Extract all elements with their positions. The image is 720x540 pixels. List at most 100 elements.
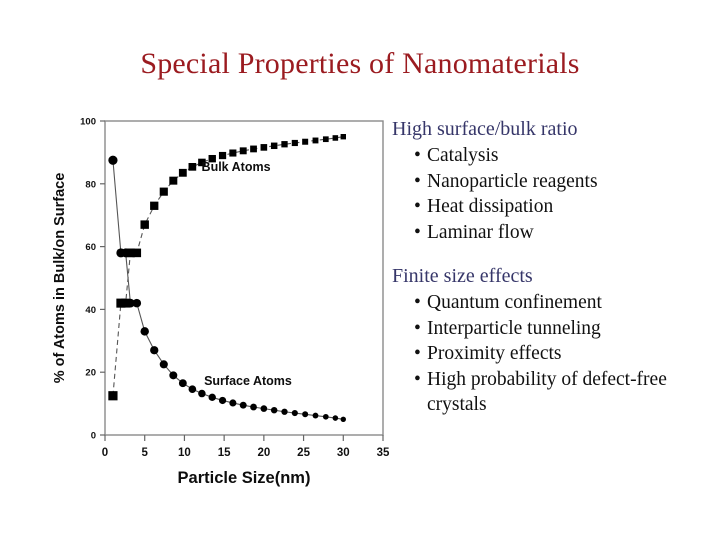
data-point [281, 141, 288, 148]
list-item: • Heat dissipation [414, 194, 710, 220]
data-point [178, 168, 187, 177]
section-heading-finite-size: Finite size effects [392, 265, 533, 287]
list-item-label: Interparticle tunneling [427, 317, 601, 339]
data-point [159, 187, 168, 196]
data-point [108, 391, 118, 401]
list-item: • Quantum confinement [414, 290, 710, 316]
y-axis-tick-label: 40 [85, 305, 96, 316]
bullet-glyph-icon: • [414, 196, 421, 217]
data-point [312, 412, 319, 419]
x-axis-tick-label: 20 [257, 447, 270, 459]
data-point [116, 298, 126, 308]
x-axis-tick-label: 15 [218, 447, 231, 459]
list-item-label: High probability of defect-free crystals [427, 368, 667, 416]
data-point [250, 403, 257, 411]
data-point [229, 149, 237, 157]
data-point [322, 413, 329, 420]
y-axis-tick-label: 60 [85, 242, 96, 253]
data-point [208, 393, 216, 402]
list-item-label: Catalysis [427, 145, 499, 166]
y-axis-tick-label: 20 [85, 368, 96, 379]
section-heading-surface-bulk: High surface/bulk ratio [392, 118, 578, 140]
x-axis-tick-label: 35 [377, 447, 390, 459]
data-point [291, 409, 298, 417]
list-item: • Catalysis [414, 143, 710, 169]
data-point [239, 147, 247, 155]
data-point [340, 416, 346, 422]
list-item: • High probability of defect-free crysta… [414, 367, 710, 418]
chart-figure: 0 20 40 60 80 100 0 5 10 15 20 25 30 35 Bulk Atoms Surf… [38, 104, 398, 496]
series-annotation: Surface Atoms [204, 374, 292, 388]
data-point [332, 135, 339, 141]
page-title: Special Properties of Nanomaterials [140, 47, 580, 80]
bullet-list-surface-bulk: • Catalysis • Nanoparticle reagents • He… [392, 143, 710, 245]
bullet-glyph-icon: • [414, 317, 421, 339]
bullet-glyph-icon: • [414, 221, 421, 243]
list-item-label: Nanoparticle reagents [427, 170, 598, 192]
particle-size-chart: 0 20 40 60 80 100 0 5 10 15 20 25 30 35 Bulk Atoms Surf… [52, 117, 390, 488]
list-item-label: Proximity effects [427, 343, 562, 364]
data-point [140, 327, 149, 336]
data-point [132, 248, 142, 258]
x-axis-tick-label: 30 [337, 447, 350, 459]
y-axis-title: % of Atoms in Bulk/on Surface [52, 173, 68, 384]
data-point [218, 151, 227, 160]
x-axis-tick-label: 10 [178, 447, 191, 459]
data-point [332, 415, 339, 421]
data-point [188, 163, 197, 171]
data-point [198, 158, 206, 167]
list-item: • Interparticle tunneling [414, 316, 710, 342]
x-axis-tick-label: 0 [102, 447, 108, 459]
bullet-glyph-icon: • [414, 368, 421, 390]
data-point [150, 201, 159, 210]
data-point [188, 385, 197, 393]
data-point [270, 142, 278, 150]
list-item: • Nanoparticle reagents [414, 169, 710, 195]
list-item-label: Heat dissipation [427, 196, 554, 217]
data-point [159, 360, 168, 369]
x-axis-tick-label: 25 [297, 447, 310, 459]
series-line-bulk-atoms [112, 136, 344, 396]
data-point [302, 411, 309, 418]
data-point [312, 137, 319, 144]
data-point [132, 298, 142, 308]
data-point [250, 145, 257, 153]
data-point [340, 134, 346, 140]
data-point [218, 396, 227, 405]
data-point [150, 346, 159, 355]
data-point [208, 154, 216, 163]
bullet-glyph-icon: • [414, 145, 421, 166]
series-annotation: Bulk Atoms [202, 160, 271, 174]
data-point [281, 408, 288, 415]
data-point [169, 176, 178, 185]
list-item-label: Quantum confinement [427, 292, 602, 313]
data-point [178, 379, 187, 388]
bullet-glyph-icon: • [414, 343, 421, 364]
data-point [260, 405, 268, 412]
data-point [239, 401, 247, 409]
data-point [291, 139, 298, 147]
data-point [108, 155, 118, 165]
data-point [260, 144, 268, 151]
list-item-label: Laminar flow [427, 221, 534, 243]
data-point [169, 371, 178, 380]
y-axis-tick-label: 0 [91, 431, 96, 442]
x-axis-tick-label: 5 [142, 447, 149, 459]
data-point [270, 406, 278, 414]
data-point [322, 136, 329, 143]
bullet-list-finite-size: • Quantum confinement • Interparticle tu… [392, 290, 710, 418]
bullet-glyph-icon: • [414, 292, 421, 313]
list-item: • Proximity effects [414, 341, 710, 367]
data-point [126, 248, 135, 258]
data-point [302, 138, 309, 145]
y-axis-tick-label: 100 [80, 117, 96, 128]
data-point [198, 389, 206, 398]
bullet-glyph-icon: • [414, 170, 421, 192]
plot-frame [104, 120, 384, 436]
content-column: High surface/bulk ratio • Catalysis • Na… [392, 116, 710, 418]
x-axis-title: Particle Size(nm) [178, 469, 311, 487]
data-point [140, 220, 149, 229]
data-point [229, 399, 237, 407]
data-point [121, 298, 131, 308]
